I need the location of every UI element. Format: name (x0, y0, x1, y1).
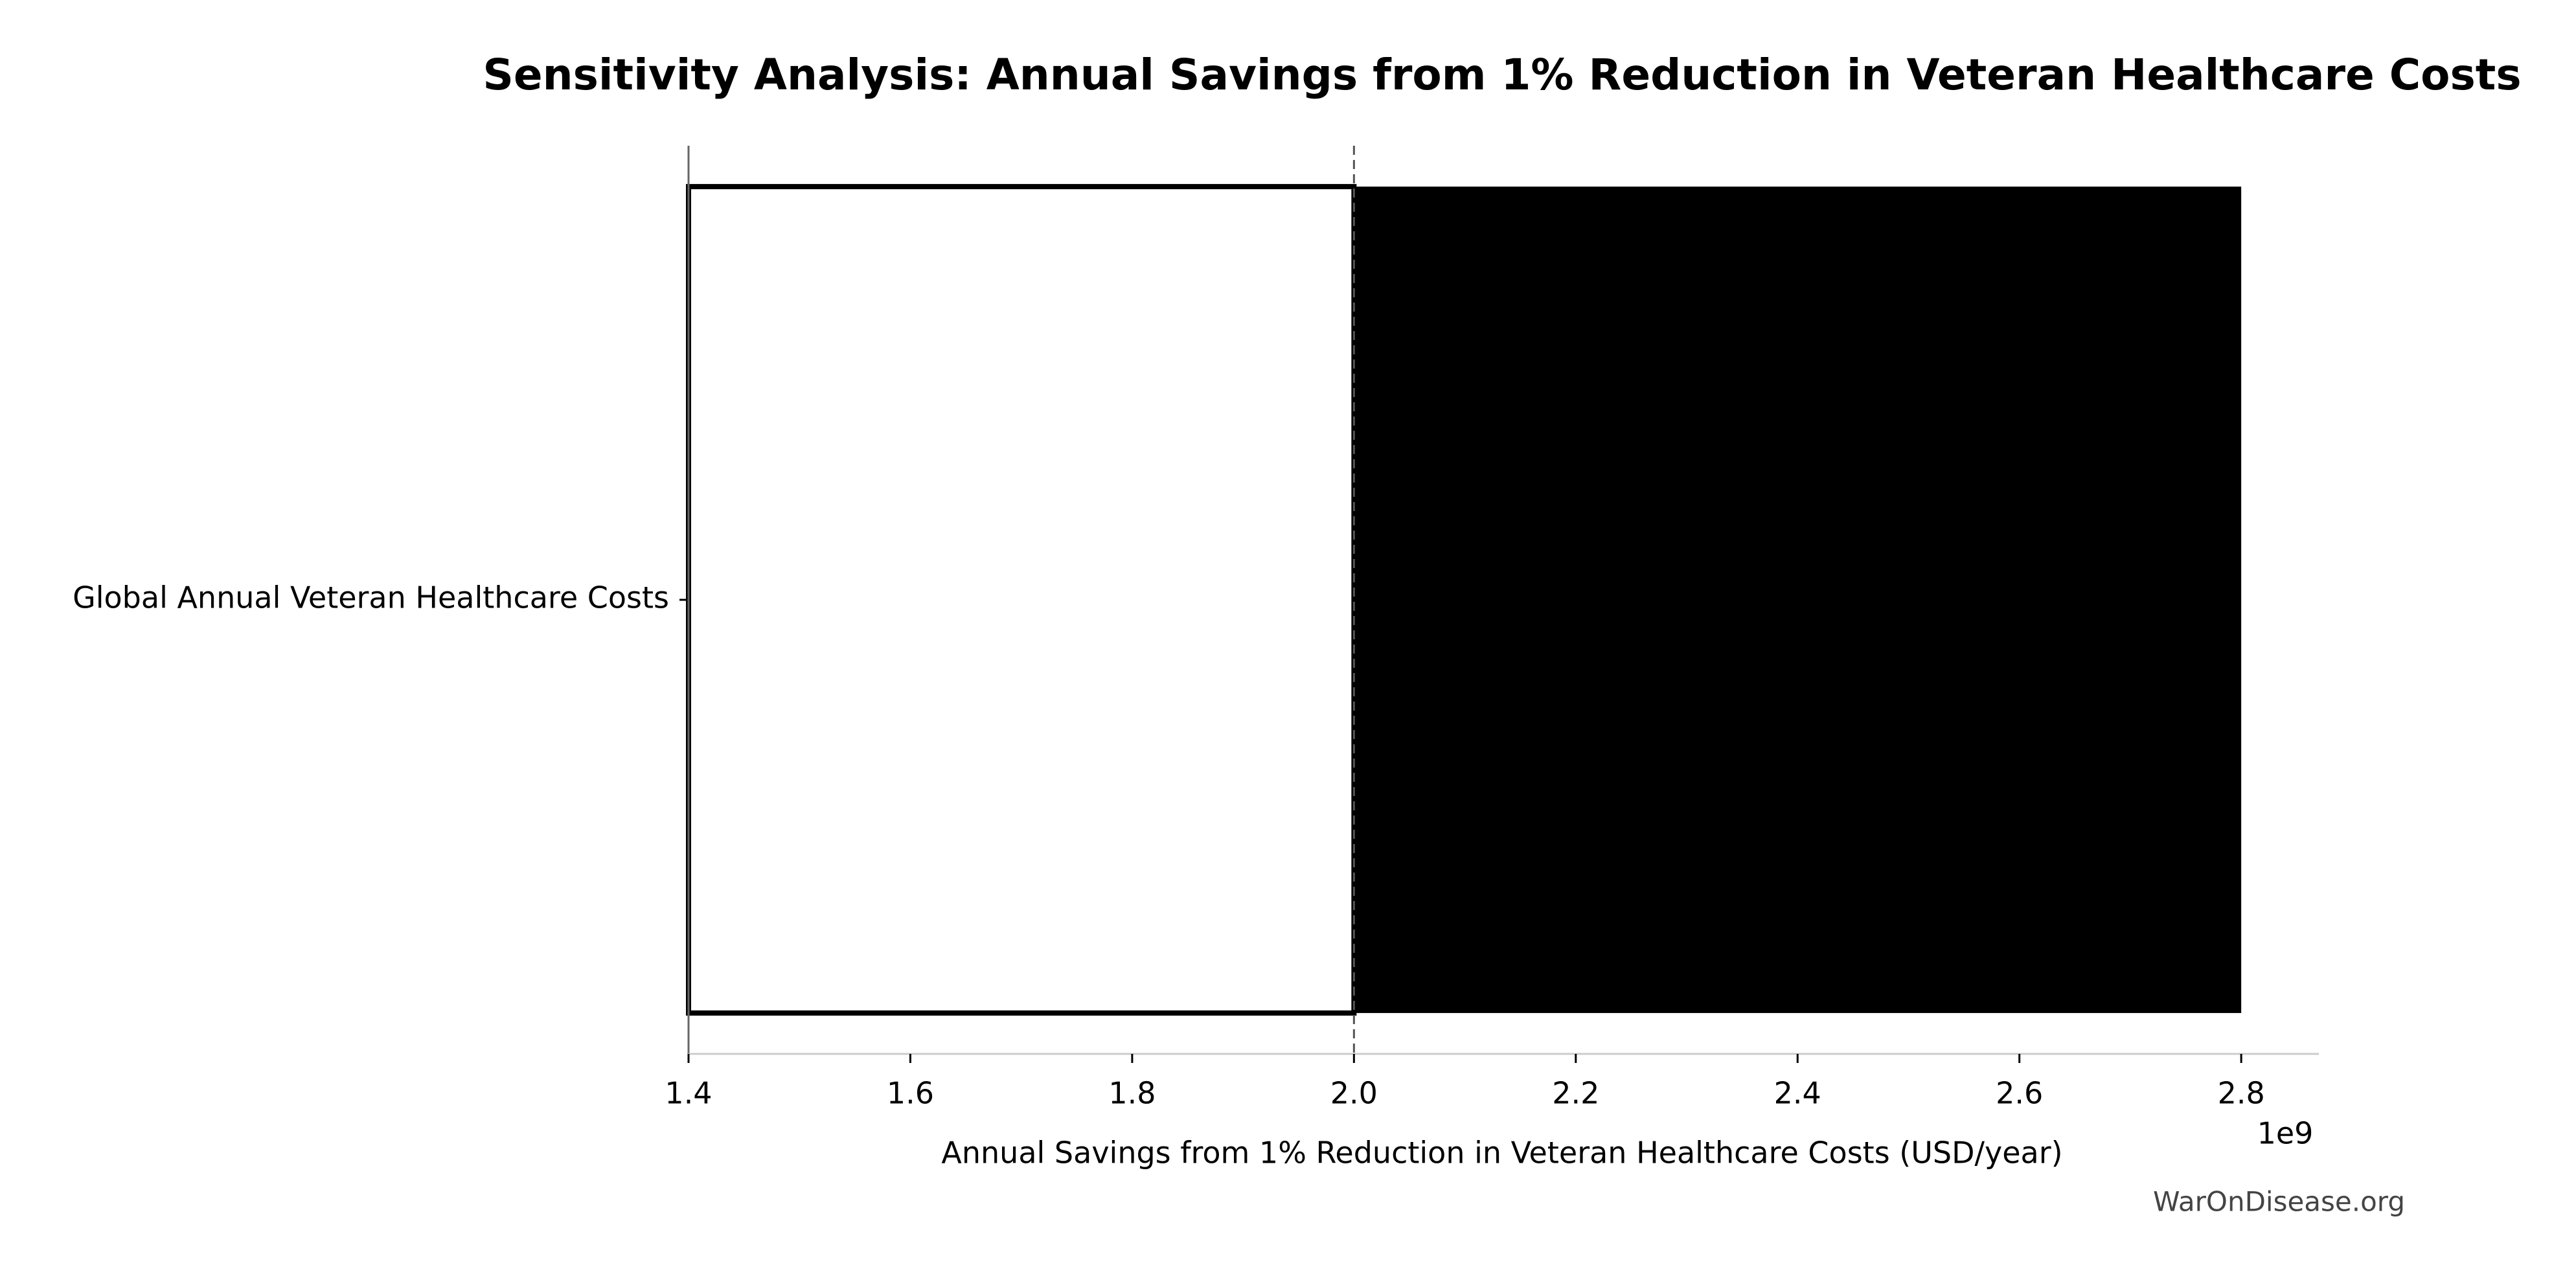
x-offset-label: 1e9 (2257, 1116, 2314, 1151)
x-tick-label: 2.0 (1330, 1076, 1378, 1111)
chart-title: Sensitivity Analysis: Annual Savings fro… (483, 50, 2521, 100)
watermark: WarOnDisease.org (2153, 1186, 2405, 1218)
low-bar (686, 184, 1357, 1016)
x-axis-label: Annual Savings from 1% Reduction in Vete… (941, 1136, 2062, 1170)
x-tick-label: 1.6 (887, 1076, 934, 1111)
x-tick-label: 2.8 (2218, 1076, 2265, 1111)
x-tick-label: 2.4 (1774, 1076, 1821, 1111)
x-tick-label: 1.4 (665, 1076, 712, 1111)
y-tick-label: Global Annual Veteran Healthcare Costs (73, 580, 669, 615)
high-bar (1354, 187, 2242, 1013)
x-tick-label: 1.8 (1108, 1076, 1156, 1111)
x-tick-label: 2.6 (1996, 1076, 2043, 1111)
x-tick-label: 2.2 (1552, 1076, 1599, 1111)
